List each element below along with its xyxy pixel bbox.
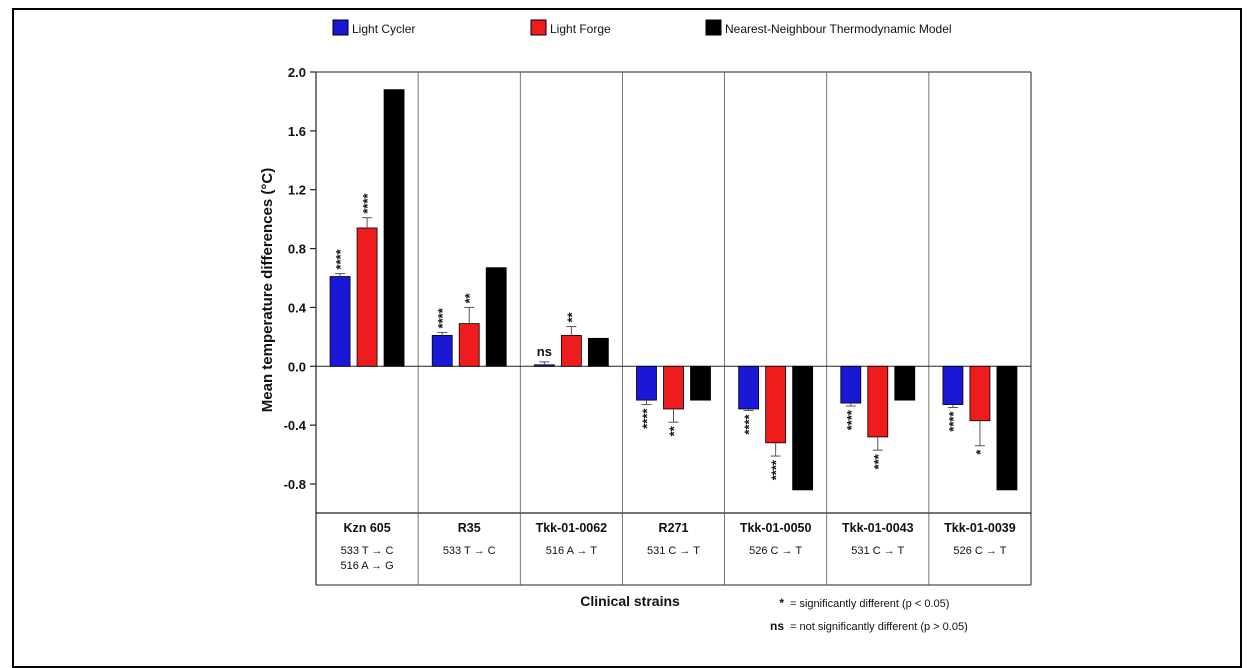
- bar-chart: Light Cycler Light Forge Nearest-Neighbour…: [259, 19, 1032, 633]
- mutation-label: 516 A → G: [340, 560, 393, 572]
- y-axis: 2.0 1.6 1.2 0.8 0.4 0.0 -0.4 -0.8: [284, 65, 316, 492]
- significance-label: ****: [769, 459, 784, 480]
- mutation-label: 531 C → T: [647, 545, 700, 557]
- y-tick-label: 0.0: [288, 359, 306, 374]
- significance-label: *: [973, 449, 988, 455]
- bar: [942, 365, 964, 405]
- legend-swatch: [705, 19, 722, 36]
- significance-label: ****: [844, 409, 859, 430]
- bar: [329, 276, 351, 367]
- significance-label: ****: [742, 414, 757, 435]
- legend-label: Light Cycler: [352, 22, 415, 36]
- bar: [663, 365, 684, 410]
- mutation-label: 533 T → C: [341, 545, 394, 557]
- category-label: Tkk-01-0043: [842, 521, 914, 535]
- significance-label: ****: [333, 248, 348, 269]
- significance-label: ****: [360, 192, 375, 213]
- bar: [383, 89, 405, 367]
- significance-label: **: [462, 292, 477, 303]
- bar: [356, 227, 378, 367]
- category-labels: Kzn 605 533 T → C 516 A → G R35 533 T → C Tkk…: [340, 521, 1015, 572]
- category-label: Kzn 605: [343, 521, 390, 535]
- footnote-text: = significantly different (p < 0.05): [790, 598, 949, 610]
- y-tick-label: 0.4: [288, 300, 307, 315]
- footnote-text: = not significantly different (p > 0.05): [790, 621, 968, 633]
- bar: [431, 334, 453, 367]
- bar: [894, 365, 916, 401]
- category-label: R35: [458, 521, 481, 535]
- significance-label: ****: [640, 408, 655, 429]
- legend-swatch: [530, 19, 547, 36]
- y-axis-label: Mean temperature differences (°C): [259, 168, 276, 412]
- bar: [485, 267, 507, 367]
- y-tick-label: 0.8: [288, 242, 306, 257]
- bar: [636, 365, 657, 401]
- bar: [792, 365, 814, 491]
- significance-label: ns: [537, 344, 552, 359]
- significance-footnotes: * = significantly different (p < 0.05) ns =…: [770, 596, 968, 633]
- legend: Light Cycler Light Forge Nearest-Neighbour…: [332, 19, 952, 36]
- footnote-symbol: ns: [770, 619, 784, 633]
- y-tick-label: -0.8: [284, 477, 306, 492]
- bars: **************ns******** ****************…: [329, 89, 1018, 491]
- y-tick-label: 1.2: [288, 183, 306, 198]
- y-tick-label: 2.0: [288, 65, 306, 80]
- y-tick-label: 1.6: [288, 124, 306, 139]
- mutation-label: 526 C → T: [749, 545, 802, 557]
- mutation-label: 516 A → T: [546, 545, 597, 557]
- bar: [969, 365, 991, 422]
- y-tick-label: -0.4: [284, 418, 307, 433]
- figure-frame: [12, 8, 1242, 668]
- footnote-symbol: *: [779, 596, 784, 610]
- bar: [560, 334, 582, 367]
- bar: [458, 323, 480, 367]
- category-label: Tkk-01-0050: [740, 521, 812, 535]
- mutation-label: 531 C → T: [851, 545, 904, 557]
- category-label: R271: [659, 521, 689, 535]
- bar: [867, 365, 889, 438]
- significance-label: **: [564, 311, 579, 322]
- legend-label: Nearest-Neighbour Thermodynamic Model: [725, 22, 952, 36]
- legend-label: Light Forge: [550, 22, 611, 36]
- significance-label: ***: [871, 453, 886, 469]
- legend-swatch: [332, 19, 349, 36]
- category-label: Tkk-01-0039: [944, 521, 1016, 535]
- x-axis-label: Clinical strains: [580, 593, 680, 609]
- bar: [765, 365, 787, 444]
- bar: [690, 365, 711, 401]
- significance-label: ****: [435, 307, 450, 328]
- bar: [738, 365, 760, 410]
- bar: [996, 365, 1018, 491]
- bar: [533, 364, 555, 367]
- mutation-label: 526 C → T: [953, 545, 1006, 557]
- bar: [587, 337, 609, 367]
- chart-frame-lines: [315, 71, 1032, 586]
- mutation-label: 533 T → C: [443, 545, 496, 557]
- bar: [840, 365, 862, 404]
- category-label: Tkk-01-0062: [536, 521, 608, 535]
- significance-label: ****: [946, 411, 961, 432]
- significance-label: **: [667, 425, 682, 436]
